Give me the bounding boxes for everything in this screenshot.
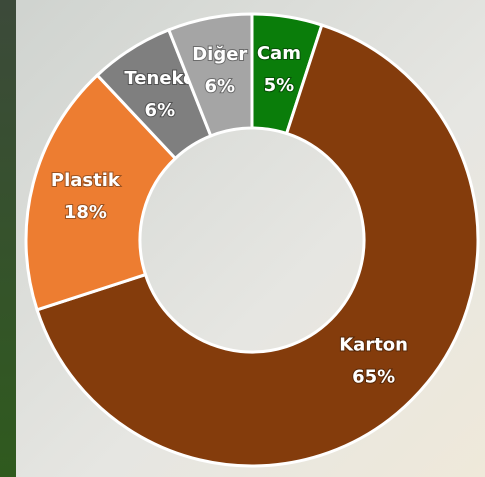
slice <box>35 23 480 468</box>
slice <box>166 12 254 138</box>
slice-label: Teneke <box>124 68 195 89</box>
slice <box>24 73 178 312</box>
value-label: 6% <box>204 76 235 97</box>
slice-label: Diğer <box>192 44 247 65</box>
slice-label: Karton <box>339 335 408 356</box>
slice-label: Cam <box>257 43 301 64</box>
plot: Cam 5% Karton 65% Plastik 18% Teneke 6% Diğer 6% <box>24 12 480 468</box>
value-label: 18% <box>64 202 107 223</box>
value-label: 5% <box>264 75 295 96</box>
value-label: 65% <box>352 367 395 388</box>
slice-label: Plastik <box>51 170 121 191</box>
background-strip <box>0 0 16 477</box>
value-label: 6% <box>145 100 176 121</box>
